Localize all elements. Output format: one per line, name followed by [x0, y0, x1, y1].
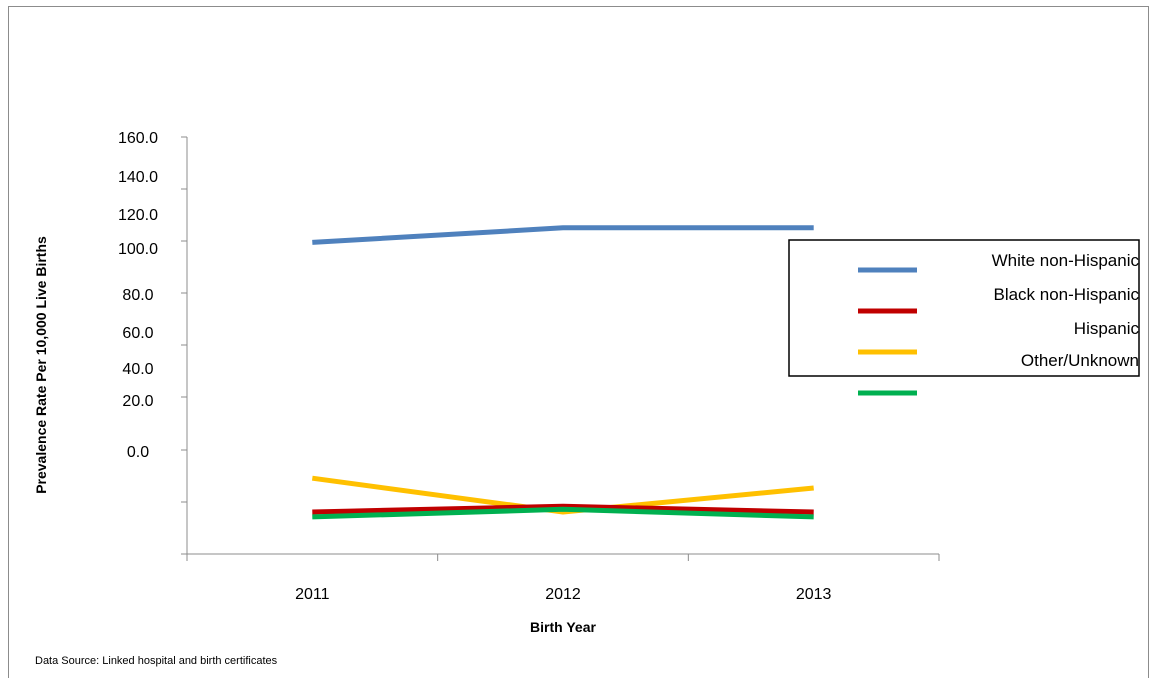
- legend-label-hispanic: Hispanic: [1074, 319, 1140, 338]
- legend-label-white-non-hispanic: White non-Hispanic: [992, 251, 1140, 270]
- y-tick-label: 160.0: [118, 130, 158, 147]
- y-tick-label: 120.0: [118, 207, 158, 224]
- series-line-white-non-hispanic: [312, 225, 814, 245]
- y-tick-label: 0.0: [127, 444, 149, 461]
- x-axis-title: Birth Year: [530, 619, 596, 635]
- x-axis-tick-labels: 2011 2012 2013: [295, 586, 831, 603]
- legend-label-other-unknown: Other/Unknown: [1021, 351, 1139, 370]
- y-tick-label: 60.0: [122, 325, 153, 342]
- legend-items: White non-Hispanic Black non-Hispanic Hisp…: [858, 251, 1140, 396]
- data-source-note: Data Source: Linked hospital and birth c…: [35, 655, 278, 667]
- x-tick-label-2011: 2011: [295, 586, 330, 603]
- y-axis-tick-labels: 160.0 140.0 120.0 100.0 80.0 60.0 40.0 20.0 0.0: [118, 130, 158, 461]
- y-axis-ticks: [181, 136, 187, 555]
- series-line-hispanic: [311, 475, 814, 515]
- x-tick-label-2012: 2012: [545, 586, 581, 603]
- x-axis-ticks: [186, 554, 940, 561]
- y-tick-label: 20.0: [122, 393, 153, 410]
- series-line-black-non-hispanic: [312, 503, 814, 515]
- series-lines: [311, 225, 814, 520]
- series-line-other-unknown: [312, 506, 814, 520]
- y-tick-label: 100.0: [118, 241, 158, 258]
- legend-label-black-non-hispanic: Black non-Hispanic: [993, 285, 1139, 304]
- y-tick-label: 80.0: [122, 287, 153, 304]
- x-tick-label-2013: 2013: [796, 586, 832, 603]
- y-axis-title: Prevalence Rate Per 10,000 Live Births: [33, 236, 49, 494]
- legend-box: [788, 239, 1140, 377]
- y-tick-label: 40.0: [122, 361, 153, 378]
- y-tick-label: 140.0: [118, 169, 158, 186]
- legend: White non-Hispanic Black non-Hispanic Hisp…: [788, 239, 1140, 396]
